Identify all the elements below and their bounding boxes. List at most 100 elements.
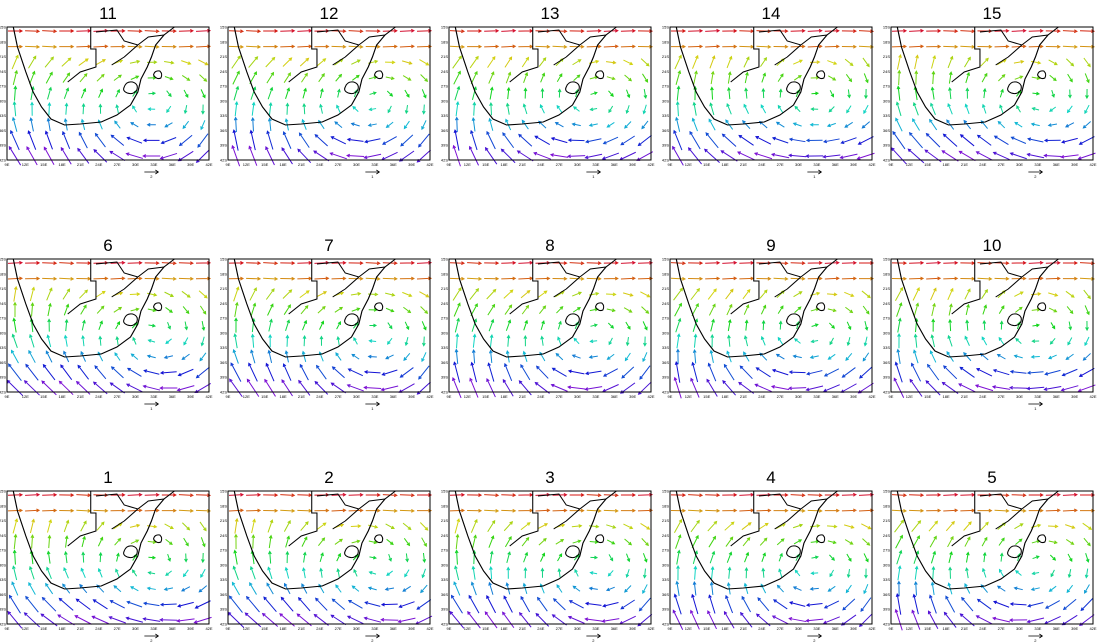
- wind-vector: [588, 123, 598, 127]
- wind-vector: [1082, 353, 1091, 361]
- wind-vector: [965, 71, 971, 84]
- wind-vector: [319, 335, 324, 346]
- wind-vector: [777, 104, 784, 113]
- x-tick-label: 30E: [353, 394, 360, 399]
- wind-vector: [161, 44, 177, 49]
- y-tick-label: 27S: [662, 316, 669, 321]
- x-tick-label: 30E: [795, 162, 802, 167]
- x-tick-label: 39E: [187, 626, 194, 631]
- wind-vector: [705, 44, 721, 49]
- x-tick-label: 18E: [943, 626, 950, 631]
- x-tick-label: 30E: [574, 394, 581, 399]
- wind-vector: [688, 28, 704, 33]
- wind-vector: [1014, 523, 1024, 530]
- wind-vector: [761, 567, 766, 578]
- wind-vector: [518, 260, 534, 265]
- wind-vector: [1027, 602, 1044, 608]
- wind-vector: [1030, 354, 1040, 359]
- wind-vector: [777, 73, 784, 82]
- wind-vector: [571, 524, 583, 528]
- wind-vector: [250, 349, 256, 364]
- panel: 79E 12E 15E 18E 21E 24E 27E 30E 33E 36E 39E 42E15S1…: [220, 236, 434, 411]
- wind-vector: [148, 555, 157, 560]
- wind-vector: [621, 366, 635, 379]
- wind-vector: [981, 336, 988, 346]
- wind-vector: [386, 570, 394, 576]
- wind-vector: [64, 550, 68, 564]
- x-tick-label: 15E: [703, 394, 710, 399]
- x-tick-label: 15E: [40, 394, 47, 399]
- wind-vector: [178, 493, 194, 498]
- wind-vector: [416, 260, 433, 265]
- wind-vector: [1066, 306, 1074, 315]
- y-tick-label: 18S: [441, 39, 448, 44]
- wind-vector: [115, 104, 120, 114]
- wind-vector: [846, 105, 852, 114]
- wind-vector: [912, 287, 920, 301]
- wind-vector: [346, 615, 364, 625]
- panel-title: 13: [541, 4, 560, 23]
- wind-vector: [80, 520, 87, 532]
- wind-vector: [691, 593, 699, 615]
- y-tick-label: 21S: [441, 286, 448, 291]
- y-tick-label: 39S: [220, 375, 227, 380]
- reference-vector: [144, 633, 160, 639]
- wind-vector: [142, 601, 160, 607]
- wind-vector: [227, 611, 245, 628]
- x-tick-label: 30E: [353, 162, 360, 167]
- wind-vector: [739, 261, 755, 265]
- wind-vector: [624, 585, 632, 593]
- wind-vector: [723, 610, 735, 629]
- wind-vector: [1028, 493, 1044, 497]
- wind-vector: [1044, 615, 1061, 625]
- wind-vector: [335, 73, 343, 82]
- wind-vector: [46, 550, 51, 564]
- wind-vector: [572, 106, 580, 112]
- wind-vector: [405, 553, 409, 563]
- x-tick-label: 12E: [22, 394, 29, 399]
- wind-vector: [489, 334, 494, 348]
- wind-vector: [606, 292, 617, 297]
- reference-label: 2: [1034, 638, 1037, 643]
- wind-vector: [790, 261, 806, 266]
- wind-vector: [486, 130, 496, 150]
- wind-vector: [12, 565, 18, 581]
- y-tick-label: 42S: [0, 390, 6, 395]
- y-tick-label: 39S: [0, 375, 6, 380]
- wind-vector: [167, 553, 171, 562]
- wind-vector: [502, 132, 515, 149]
- wind-vector: [998, 305, 1005, 314]
- wind-vector: [895, 286, 904, 302]
- wind-vector: [159, 152, 178, 160]
- wind-vector: [399, 493, 415, 498]
- wind-vector: [772, 599, 788, 610]
- wind-vector: [693, 333, 698, 348]
- wind-vector: [709, 581, 714, 596]
- wind-vector: [584, 617, 603, 622]
- y-tick-label: 15S: [0, 25, 6, 30]
- wind-vector: [98, 335, 103, 346]
- wind-vector: [1062, 44, 1078, 49]
- wind-vector: [387, 105, 392, 114]
- x-tick-label: 21E: [961, 394, 968, 399]
- reference-label: 2: [150, 638, 153, 643]
- wind-vector: [385, 60, 396, 65]
- wind-vector: [30, 534, 35, 549]
- wind-vector: [232, 70, 240, 85]
- wind-vector: [297, 260, 313, 265]
- wind-vector: [536, 596, 548, 612]
- wind-vector: [386, 90, 394, 97]
- wind-vector: [926, 493, 942, 497]
- wind-vector: [63, 334, 68, 347]
- wind-vector: [41, 596, 57, 612]
- wind-vector: [535, 508, 551, 513]
- wind-vector: [827, 60, 838, 65]
- plot-frame: [669, 490, 873, 625]
- wind-vector: [1084, 336, 1090, 347]
- wind-vector: [195, 366, 210, 379]
- y-tick-label: 39S: [0, 607, 6, 612]
- wind-vector: [45, 71, 53, 84]
- wind-vector: [232, 565, 239, 580]
- wind-vector: [79, 73, 88, 83]
- x-tick-label: 36E: [169, 626, 176, 631]
